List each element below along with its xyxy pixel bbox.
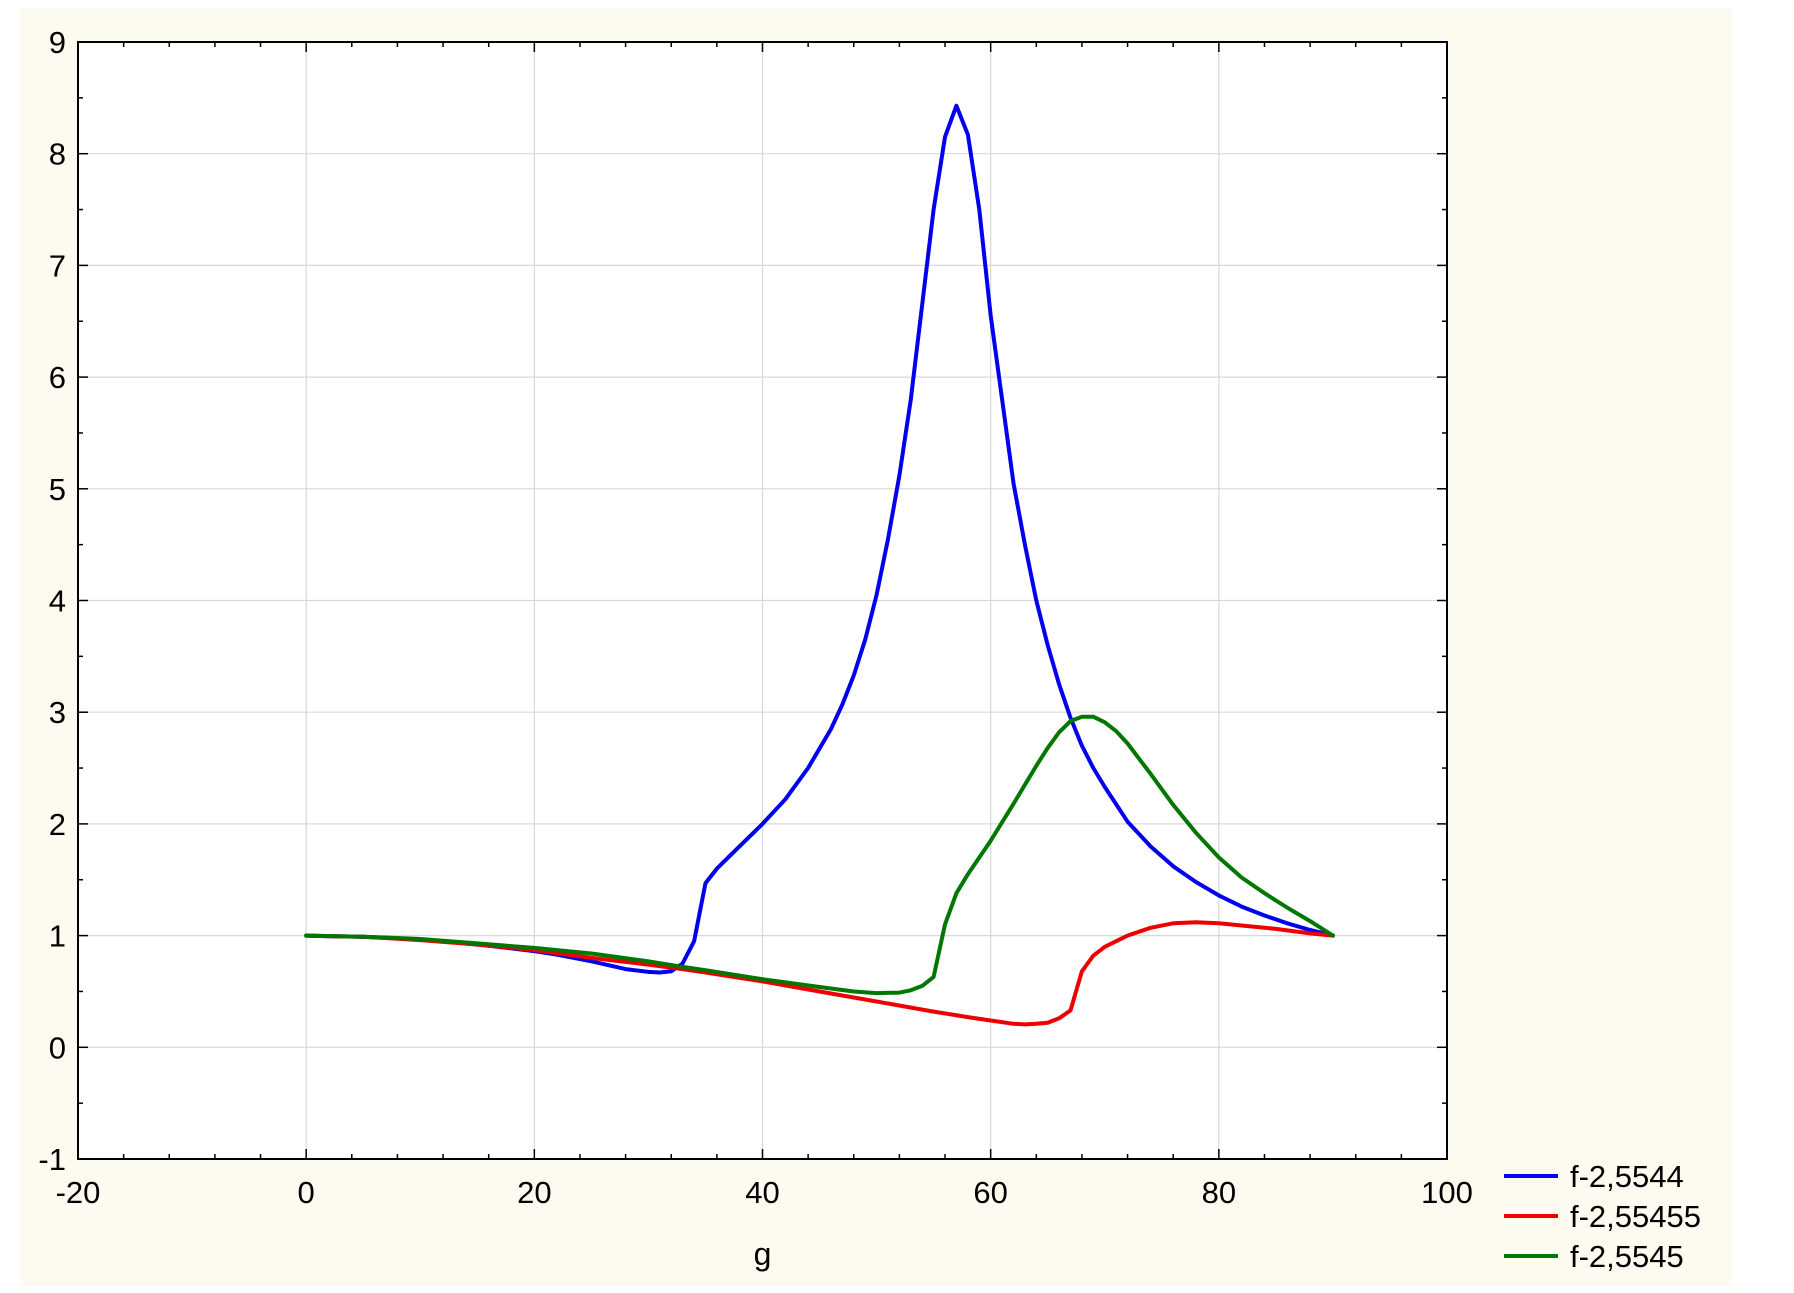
y-tick-label: 5 — [49, 472, 66, 507]
x-tick-label: 0 — [298, 1175, 315, 1210]
legend-label-2: f-2,55455 — [1570, 1199, 1701, 1234]
tick-labels: -20 0 20 40 60 80 100 -1 0 1 2 3 4 5 6 7 8 9 — [38, 25, 1472, 1210]
y-tick-label: 9 — [49, 25, 66, 60]
x-axis-label: g — [754, 1236, 772, 1272]
y-tick-label: 3 — [49, 695, 66, 730]
x-tick-label: 100 — [1421, 1175, 1473, 1210]
x-tick-label: 60 — [973, 1175, 1007, 1210]
y-tick-label: 8 — [49, 137, 66, 172]
series-line-3 — [304, 714, 1335, 996]
y-tick-label: -1 — [38, 1142, 66, 1177]
series-layer — [304, 103, 1335, 1027]
series-line-1 — [304, 103, 1335, 975]
series-line-2 — [304, 920, 1335, 1027]
x-tick-label: 80 — [1202, 1175, 1236, 1210]
x-tick-label: -20 — [56, 1175, 101, 1210]
x-tick-label: 20 — [517, 1175, 551, 1210]
legend-label-3: f-2,5545 — [1570, 1239, 1684, 1274]
legend: f-2,5544 f-2,55455 f-2,5545 — [1504, 1159, 1701, 1274]
y-tick-label: 6 — [49, 360, 66, 395]
axis-ticks — [77, 41, 1448, 1160]
y-tick-label: 1 — [49, 919, 66, 954]
legend-label-1: f-2,5544 — [1570, 1159, 1684, 1194]
chart-figure: -20 0 20 40 60 80 100 -1 0 1 2 3 4 5 6 7 8 9 g f-2,5544 f-… — [20, 8, 1732, 1286]
y-tick-label: 4 — [49, 584, 66, 619]
x-tick-label: 40 — [745, 1175, 779, 1210]
y-tick-label: 2 — [49, 807, 66, 842]
y-tick-label: 7 — [49, 248, 66, 283]
y-tick-label: 0 — [49, 1030, 66, 1065]
